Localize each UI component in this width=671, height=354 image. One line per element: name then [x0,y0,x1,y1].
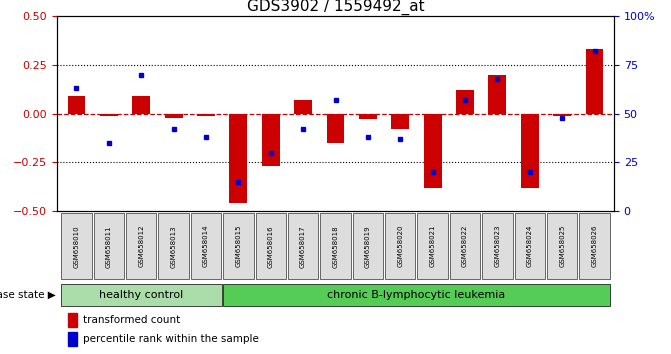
Text: GSM658023: GSM658023 [495,225,501,268]
Bar [68,332,77,346]
Text: GSM658019: GSM658019 [365,225,371,268]
Bar [391,114,409,129]
FancyBboxPatch shape [450,213,480,279]
FancyBboxPatch shape [417,213,448,279]
Text: GSM658021: GSM658021 [429,225,435,268]
FancyBboxPatch shape [158,213,189,279]
Bar [68,313,77,327]
Text: GSM658018: GSM658018 [333,225,338,268]
Bar [327,114,344,143]
FancyBboxPatch shape [61,284,221,306]
FancyBboxPatch shape [256,213,286,279]
Text: GSM658015: GSM658015 [236,225,242,268]
FancyBboxPatch shape [223,213,254,279]
FancyBboxPatch shape [288,213,318,279]
Text: GSM658011: GSM658011 [106,225,112,268]
FancyBboxPatch shape [579,213,610,279]
Text: GSM658012: GSM658012 [138,225,144,268]
Bar [456,90,474,114]
FancyBboxPatch shape [223,284,610,306]
FancyBboxPatch shape [61,213,92,279]
Text: healthy control: healthy control [99,290,183,300]
Text: GSM658022: GSM658022 [462,225,468,267]
Bar [262,114,280,166]
Text: GSM658024: GSM658024 [527,225,533,267]
Text: disease state ▶: disease state ▶ [0,290,56,300]
Text: transformed count: transformed count [83,315,180,325]
Text: percentile rank within the sample: percentile rank within the sample [83,335,258,344]
Text: GSM658025: GSM658025 [559,225,565,267]
Bar [294,100,312,114]
Bar [423,114,442,188]
Text: GSM658010: GSM658010 [73,225,79,268]
Bar [359,114,377,120]
Bar [229,114,248,203]
FancyBboxPatch shape [126,213,156,279]
Text: GSM658026: GSM658026 [592,225,598,268]
Bar [68,96,85,114]
Bar [100,114,117,115]
FancyBboxPatch shape [320,213,351,279]
Bar [197,114,215,115]
Text: chronic B-lymphocytic leukemia: chronic B-lymphocytic leukemia [327,290,505,300]
FancyBboxPatch shape [547,213,577,279]
Bar [488,75,507,114]
Title: GDS3902 / 1559492_at: GDS3902 / 1559492_at [247,0,424,15]
Bar [554,114,571,115]
Text: GSM658013: GSM658013 [170,225,176,268]
FancyBboxPatch shape [385,213,415,279]
Bar [164,114,183,118]
Bar [521,114,539,188]
FancyBboxPatch shape [482,213,513,279]
Text: GSM658016: GSM658016 [268,225,274,268]
Bar [132,96,150,114]
FancyBboxPatch shape [94,213,124,279]
Text: GSM658020: GSM658020 [397,225,403,268]
FancyBboxPatch shape [515,213,545,279]
Text: GSM658017: GSM658017 [300,225,306,268]
Text: GSM658014: GSM658014 [203,225,209,268]
FancyBboxPatch shape [191,213,221,279]
FancyBboxPatch shape [353,213,383,279]
Bar [586,49,603,114]
